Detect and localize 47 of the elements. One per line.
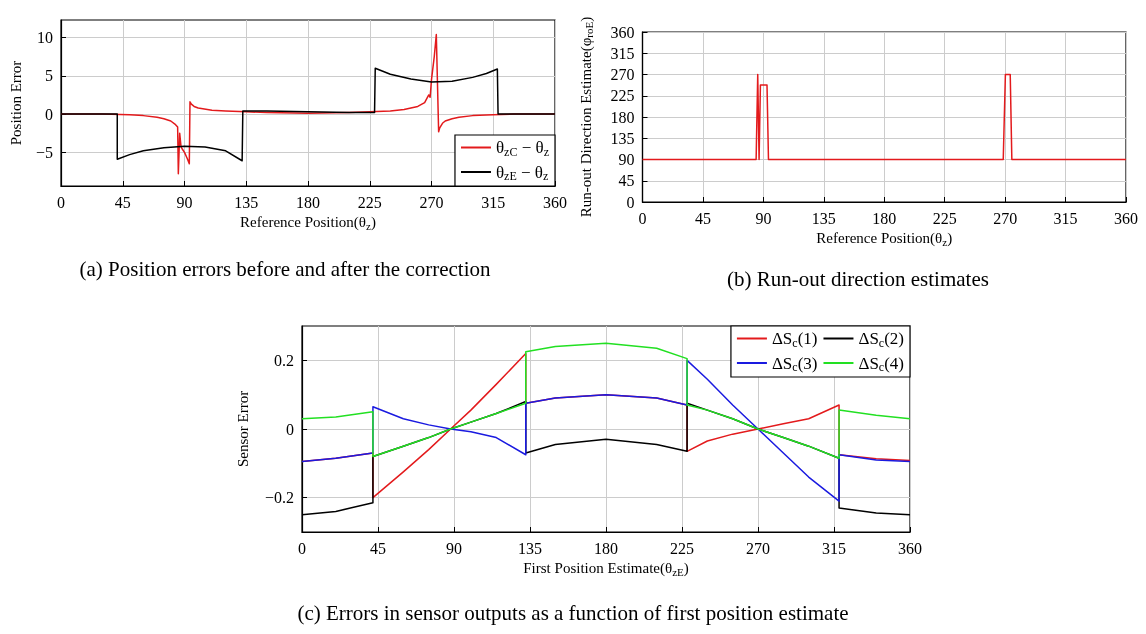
text: (b) Run-out direction estimates xyxy=(727,266,989,291)
y-tick-label: 0 xyxy=(286,420,294,438)
y-tick-label: 5 xyxy=(45,67,53,85)
x-tick-label: 225 xyxy=(670,539,694,557)
y-tick-label: 45 xyxy=(618,172,635,190)
y-tick-label: 0.2 xyxy=(274,351,294,369)
x-tick-label: 0 xyxy=(298,539,306,557)
x-tick-label: 45 xyxy=(694,209,711,227)
x-tick-label: 90 xyxy=(446,539,462,557)
x-tick-label: 225 xyxy=(932,209,957,227)
x-tick-label: 270 xyxy=(419,193,444,211)
x-tick-label: 270 xyxy=(993,209,1018,227)
y-tick-label: 360 xyxy=(610,23,635,41)
y-axis-title: Position Error xyxy=(7,60,24,146)
y-tick-label: 270 xyxy=(610,66,635,83)
x-tick-label: 225 xyxy=(357,193,382,211)
x-tick-label: 360 xyxy=(898,539,922,557)
y-tick-label: 225 xyxy=(610,87,635,105)
y-tick-label: 10 xyxy=(37,29,53,47)
x-tick-label: 90 xyxy=(755,209,772,227)
x-tick-label: 90 xyxy=(176,193,193,211)
text: (c) Errors in sensor outputs as a function of first position estimate xyxy=(297,600,849,625)
x-tick-label: 135 xyxy=(234,193,259,211)
x-tick-label: 135 xyxy=(518,539,542,557)
x-tick-label: 135 xyxy=(811,209,836,227)
y-tick-label: 315 xyxy=(610,44,635,62)
y-tick-label: 0 xyxy=(45,105,53,123)
x-tick-label: 270 xyxy=(746,539,770,557)
x-tick-label: 315 xyxy=(822,539,846,557)
text: (a) Position errors before and after the correction xyxy=(79,256,492,281)
x-tick-label: 180 xyxy=(594,539,618,557)
x-tick-label: 0 xyxy=(638,209,647,227)
x-tick-label: 0 xyxy=(57,193,65,211)
y-tick-label: 135 xyxy=(610,129,635,147)
x-tick-label: 360 xyxy=(1114,209,1138,227)
y-tick-label: 90 xyxy=(618,151,635,168)
y-tick-label: 180 xyxy=(610,108,635,126)
x-tick-label: 315 xyxy=(481,193,506,211)
x-tick-label: 315 xyxy=(1053,209,1078,227)
x-tick-label: 180 xyxy=(872,209,897,227)
x-tick-label: 180 xyxy=(296,193,320,211)
x-tick-label: 45 xyxy=(114,193,131,211)
x-tick-label: 45 xyxy=(370,539,386,557)
y-axis-title: Sensor Error xyxy=(234,390,251,468)
y-tick-label: −5 xyxy=(35,143,53,161)
y-tick-label: −0.2 xyxy=(264,489,294,507)
x-tick-label: 360 xyxy=(543,193,567,211)
